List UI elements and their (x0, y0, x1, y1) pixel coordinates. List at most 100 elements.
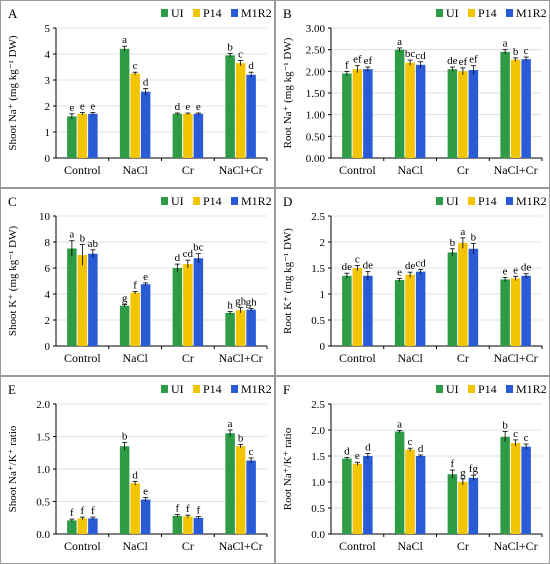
panel-letter: C (8, 194, 17, 209)
legend-swatch-ui (161, 197, 168, 205)
significance-letter: f (451, 458, 455, 470)
y-tick-label: 4 (45, 289, 51, 301)
bar-ui (500, 279, 510, 346)
significance-letter: c (524, 45, 529, 57)
significance-letter: cd (415, 50, 426, 62)
bar-p14 (352, 268, 363, 346)
significance-letter: a (122, 34, 127, 46)
bar-m1r2 (521, 446, 531, 534)
bar-ui (119, 48, 130, 158)
legend-label-ui: UI (446, 194, 459, 208)
x-category-label: NaCl+Cr (219, 163, 263, 177)
significance-letter: de (363, 260, 374, 272)
bar-m1r2 (88, 253, 98, 346)
significance-letter: c (408, 436, 413, 448)
legend-label-ui: UI (171, 6, 184, 20)
panel-frame (0, 188, 275, 376)
significance-letter: bc (193, 242, 204, 254)
bar-ui (500, 436, 510, 534)
y-tick-label: 2 (45, 101, 51, 113)
panel-frame (0, 0, 275, 188)
y-tick-label: 0.5 (311, 315, 325, 327)
legend-swatch-ui (161, 385, 168, 393)
bar-p14 (405, 62, 415, 158)
legend-label-p14: P14 (478, 382, 497, 396)
bar-p14 (352, 463, 363, 534)
significance-letter: b (122, 430, 128, 442)
bar-ui (119, 305, 130, 346)
significance-letter: c (133, 60, 138, 72)
significance-letter: b (238, 432, 244, 444)
significance-letter: e (355, 450, 360, 462)
x-category-label: Cr (457, 351, 469, 365)
significance-letter: b (80, 233, 86, 245)
y-tick-label: 0.0 (36, 529, 50, 541)
bar-m1r2 (415, 271, 426, 346)
y-tick-label: 0.5 (311, 503, 325, 515)
bar-m1r2 (246, 309, 256, 346)
legend-swatch-m1r2 (231, 9, 238, 17)
bar-ui (172, 515, 183, 534)
bar-p14 (77, 518, 88, 534)
significance-letter: a (228, 418, 233, 430)
panel-letter: F (283, 382, 290, 397)
significance-letter: de (521, 262, 532, 274)
significance-letter: d (132, 469, 138, 481)
bar-m1r2 (140, 499, 151, 534)
bar-p14 (235, 310, 246, 346)
legend-label-m1r2: M1R2 (241, 382, 272, 396)
significance-letter: e (503, 265, 508, 277)
bar-m1r2 (415, 64, 426, 158)
significance-letter: f (176, 503, 180, 515)
y-tick-label: 1 (45, 127, 51, 139)
y-tick-label: 10 (39, 211, 51, 223)
y-tick-label: 0.00 (306, 153, 326, 165)
bar-ui (172, 113, 183, 158)
significance-letter: gh (246, 296, 258, 308)
bar-m1r2 (88, 518, 98, 534)
significance-letter: d (344, 446, 350, 458)
x-category-label: NaCl (122, 539, 148, 553)
bar-m1r2 (363, 456, 373, 534)
x-category-label: NaCl (122, 163, 148, 177)
legend-swatch-m1r2 (506, 197, 513, 205)
significance-letter: g (122, 292, 128, 304)
y-axis-label: Root Na⁺ (mg kg⁻¹ DW) (282, 37, 294, 148)
significance-letter: f (133, 279, 137, 291)
significance-letter: b (513, 46, 519, 58)
significance-letter: ef (353, 54, 362, 66)
y-tick-label: 0.50 (306, 131, 326, 143)
legend-label-m1r2: M1R2 (241, 6, 272, 20)
significance-letter: a (460, 226, 465, 238)
x-category-label: Control (64, 163, 101, 177)
y-tick-label: 2.0 (36, 399, 50, 411)
significance-letter: de (405, 260, 416, 272)
bar-p14 (458, 243, 468, 346)
significance-letter: de (447, 55, 458, 67)
legend-swatch-ui (436, 385, 443, 393)
x-category-label: Cr (182, 351, 194, 365)
bar-p14 (405, 449, 415, 534)
y-axis-label: Shoot Na⁺ (mg kg⁻¹ DW) (7, 35, 19, 150)
bar-ui (119, 446, 130, 534)
bar-m1r2 (193, 113, 204, 158)
significance-letter: d (248, 60, 254, 72)
panel-letter: A (8, 6, 18, 21)
bar-m1r2 (521, 59, 531, 159)
significance-letter: f (81, 505, 85, 517)
bar-ui (67, 116, 77, 158)
significance-letter: d (143, 77, 149, 89)
legend-swatch-ui (161, 9, 168, 17)
legend-label-p14: P14 (203, 382, 222, 396)
panel-letter: E (8, 382, 16, 397)
bar-m1r2 (363, 69, 373, 158)
significance-letter: ef (364, 55, 373, 67)
y-tick-label: 4 (45, 49, 51, 61)
y-axis-label: Root Na⁺/K⁺ ratio (282, 427, 294, 510)
legend-swatch-p14 (468, 385, 475, 393)
panel-letter: B (283, 6, 292, 21)
legend-label-ui: UI (446, 6, 459, 20)
bar-p14 (130, 292, 140, 346)
